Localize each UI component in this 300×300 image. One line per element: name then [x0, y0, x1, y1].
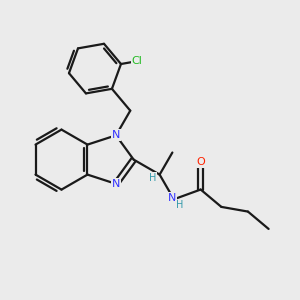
Text: H: H	[149, 173, 157, 183]
Text: H: H	[176, 200, 183, 210]
Text: N: N	[112, 130, 120, 140]
Text: Cl: Cl	[132, 56, 143, 66]
Text: O: O	[196, 157, 205, 166]
Text: N: N	[168, 193, 177, 203]
Text: N: N	[112, 179, 120, 189]
